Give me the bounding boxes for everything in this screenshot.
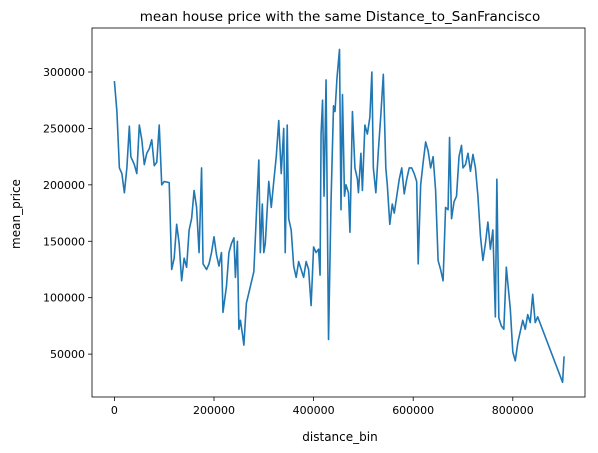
y-tick-label: 200000	[43, 179, 85, 192]
y-tick-label: 100000	[43, 292, 85, 305]
plot-frame	[91, 27, 586, 398]
x-tick-label: 800000	[492, 404, 534, 417]
x-tick-label: 200000	[193, 404, 235, 417]
x-tick-label: 0	[111, 404, 118, 417]
y-axis-label: mean_price	[9, 179, 23, 249]
y-tick-label: 150000	[43, 235, 85, 248]
x-tick-label: 600000	[392, 404, 434, 417]
line	[113, 48, 565, 384]
x-tick-label: 400000	[293, 404, 335, 417]
y-tick-label: 250000	[43, 122, 85, 135]
x-axis-label: distance_bin	[302, 430, 377, 444]
chart-title: mean house price with the same Distance_…	[140, 9, 540, 25]
y-tick-label: 300000	[43, 66, 85, 79]
y-tick-label: 50000	[50, 348, 85, 361]
